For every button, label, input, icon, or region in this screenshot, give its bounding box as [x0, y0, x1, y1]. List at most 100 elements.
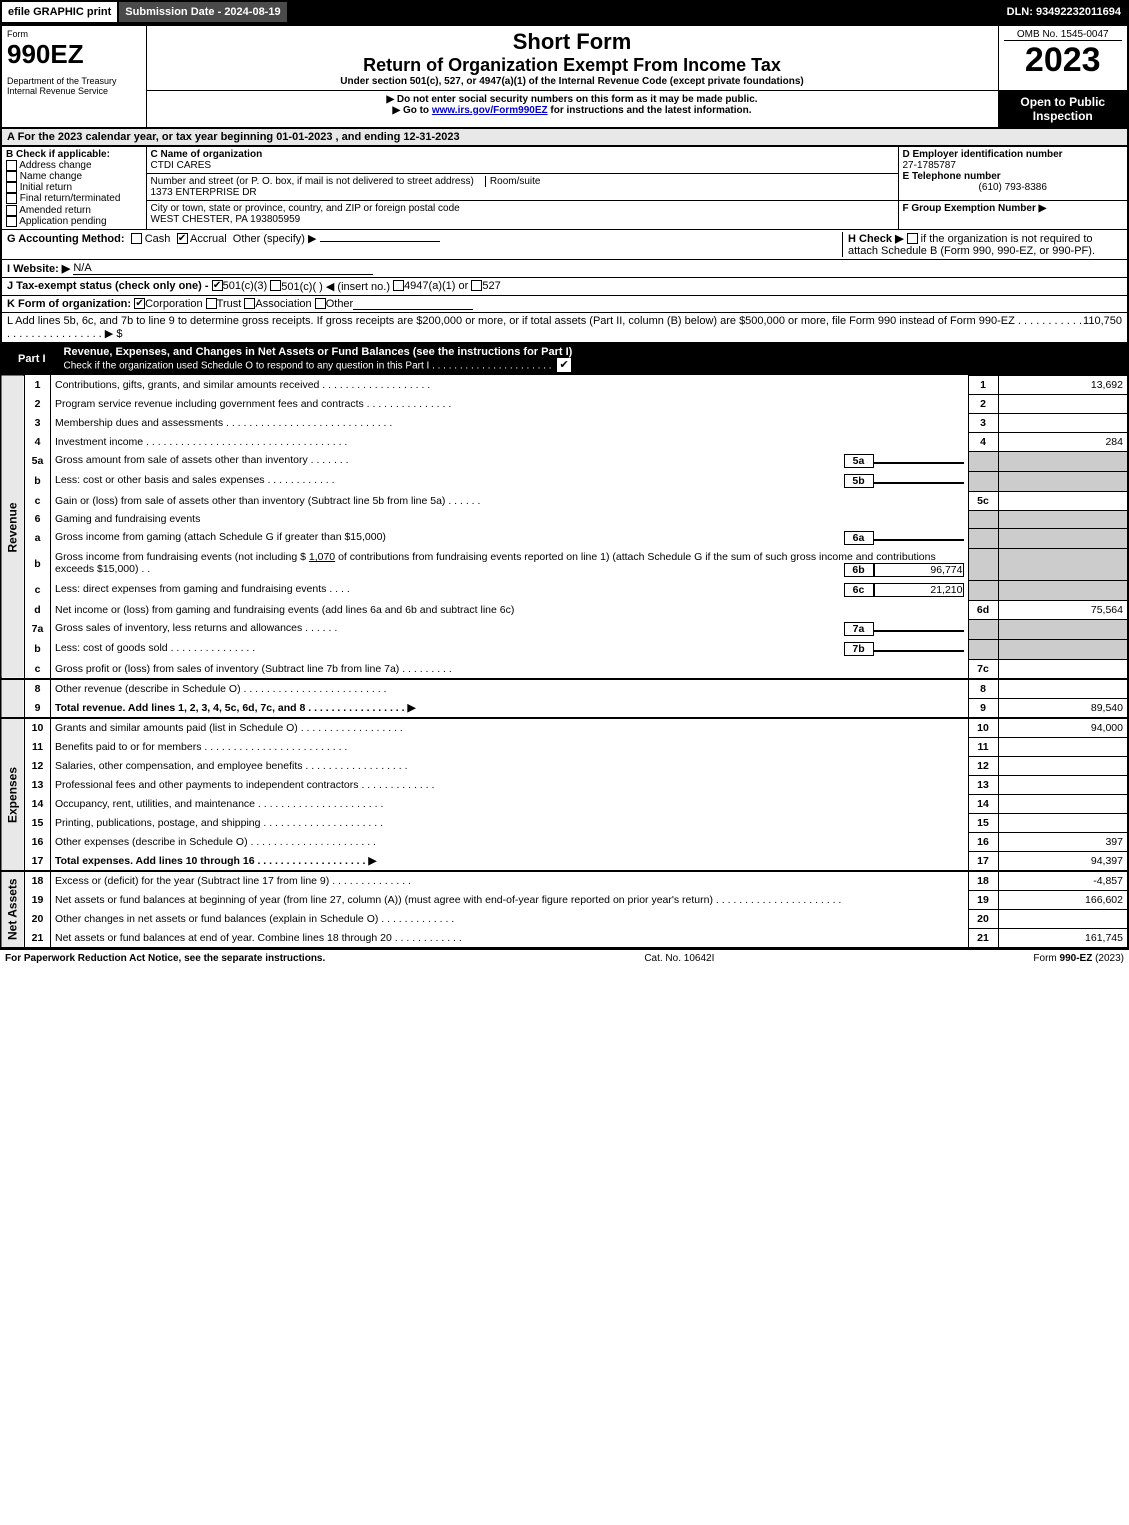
line7c-rn: 7c — [968, 659, 998, 679]
line8-num: 8 — [25, 679, 51, 699]
line5b-iv — [874, 482, 964, 484]
k-opt-2: Association — [255, 298, 311, 310]
org-name: CTDI CARES — [151, 160, 212, 171]
address-change-cb[interactable] — [6, 160, 17, 171]
footer-right-pre: Form — [1033, 953, 1059, 964]
line1-text: Contributions, gifts, grants, and simila… — [51, 375, 969, 394]
c-label: C Name of organization — [151, 149, 263, 160]
final-return-cb[interactable] — [6, 193, 17, 204]
line17-val: 94,397 — [998, 851, 1128, 871]
line5a-iv — [874, 462, 964, 464]
line6d-text: Net income or (loss) from gaming and fun… — [51, 600, 969, 619]
dept-label: Department of the Treasury — [7, 76, 141, 86]
line6d-num: d — [25, 600, 51, 619]
line19-val: 166,602 — [998, 890, 1128, 909]
irs-label: Internal Revenue Service — [7, 86, 141, 96]
k-opt-0: Corporation — [145, 298, 202, 310]
submission-date: Submission Date - 2024-08-19 — [119, 2, 288, 22]
line13-num: 13 — [25, 775, 51, 794]
line7a-text: Gross sales of inventory, less returns a… — [55, 622, 337, 634]
line8-rn: 8 — [968, 679, 998, 699]
line18-text: Excess or (deficit) for the year (Subtra… — [51, 871, 969, 891]
section-g-h: G Accounting Method: Cash ✔ Accrual Othe… — [0, 230, 1129, 260]
line13-val — [998, 775, 1128, 794]
goto-pre: ▶ Go to — [392, 105, 431, 116]
name-change-cb[interactable] — [6, 171, 17, 182]
line6b-iv: 96,774 — [874, 563, 964, 577]
line6d-val: 75,564 — [998, 600, 1128, 619]
line10-val: 94,000 — [998, 718, 1128, 738]
line6-num: 6 — [25, 510, 51, 528]
line20-rn: 20 — [968, 909, 998, 928]
page-footer: For Paperwork Reduction Act Notice, see … — [0, 949, 1129, 967]
line9-text: Total revenue. Add lines 1, 2, 3, 4, 5c,… — [55, 702, 416, 714]
amended-return-cb[interactable] — [6, 205, 17, 216]
line11-val — [998, 737, 1128, 756]
line15-rn: 15 — [968, 813, 998, 832]
section-k: K Form of organization: ✔ Corporation Tr… — [0, 296, 1129, 313]
irs-link[interactable]: www.irs.gov/Form990EZ — [432, 105, 548, 116]
expenses-side-label: Expenses — [1, 718, 25, 871]
goto-post: for instructions and the latest informat… — [548, 105, 752, 116]
ein-value: 27-1785787 — [903, 160, 956, 171]
section-j: J Tax-exempt status (check only one) - ✔… — [0, 278, 1129, 296]
phone-value: (610) 793-8386 — [903, 182, 1124, 193]
short-form-title: Short Form — [152, 29, 993, 55]
f-label: F Group Exemption Number ▶ — [903, 203, 1047, 214]
j-opt-0: 501(c)(3) — [223, 280, 268, 293]
line17-num: 17 — [25, 851, 51, 871]
line5a-in: 5a — [844, 454, 874, 468]
line2-text: Program service revenue including govern… — [51, 394, 969, 413]
j-527-cb[interactable] — [471, 280, 482, 291]
line4-num: 4 — [25, 432, 51, 451]
section-a: A For the 2023 calendar year, or tax yea… — [0, 129, 1129, 146]
k-other-cb[interactable] — [315, 298, 326, 309]
line6a-text: Gross income from gaming (attach Schedul… — [55, 531, 386, 543]
line15-num: 15 — [25, 813, 51, 832]
line6b-num: b — [25, 548, 51, 580]
part1-checkbox[interactable]: ✔ — [557, 358, 571, 372]
netassets-side-label: Net Assets — [1, 871, 25, 948]
line20-text: Other changes in net assets or fund bala… — [51, 909, 969, 928]
line7c-text: Gross profit or (loss) from sales of inv… — [51, 659, 969, 679]
j-501c3-cb[interactable]: ✔ — [212, 280, 223, 291]
application-pending-cb[interactable] — [6, 216, 17, 227]
line8-text: Other revenue (describe in Schedule O) .… — [51, 679, 969, 699]
street-label: Number and street (or P. O. box, if mail… — [151, 176, 474, 187]
line6a-iv — [874, 539, 964, 541]
j-4947-cb[interactable] — [393, 280, 404, 291]
k-label: K Form of organization: — [7, 298, 131, 310]
line21-val: 161,745 — [998, 928, 1128, 948]
b-opt-4: Amended return — [19, 205, 91, 216]
line18-rn: 18 — [968, 871, 998, 891]
e-label: E Telephone number — [903, 171, 1001, 182]
h-cb[interactable] — [907, 233, 918, 244]
line13-text: Professional fees and other payments to … — [51, 775, 969, 794]
line1-val: 13,692 — [998, 375, 1128, 394]
k-corp-cb[interactable]: ✔ — [134, 298, 145, 309]
h-label: H Check ▶ — [848, 233, 904, 245]
line12-val — [998, 756, 1128, 775]
line3-num: 3 — [25, 413, 51, 432]
revenue-side-cont — [1, 679, 25, 718]
line5c-text: Gain or (loss) from sale of assets other… — [51, 491, 969, 510]
initial-return-cb[interactable] — [6, 182, 17, 193]
line1-num: 1 — [25, 375, 51, 394]
line14-val — [998, 794, 1128, 813]
line11-text: Benefits paid to or for members . . . . … — [51, 737, 969, 756]
k-assoc-cb[interactable] — [244, 298, 255, 309]
cash-cb[interactable] — [131, 233, 142, 244]
open-to-public: Open to Public Inspection — [999, 91, 1128, 127]
k-trust-cb[interactable] — [206, 298, 217, 309]
line12-text: Salaries, other compensation, and employ… — [51, 756, 969, 775]
line16-rn: 16 — [968, 832, 998, 851]
b-opt-0: Address change — [19, 160, 91, 171]
footer-right-post: (2023) — [1092, 953, 1124, 964]
city-label: City or town, state or province, country… — [151, 203, 460, 214]
accrual-cb[interactable]: ✔ — [177, 233, 188, 244]
line2-rn: 2 — [968, 394, 998, 413]
line12-num: 12 — [25, 756, 51, 775]
efile-label[interactable]: efile GRAPHIC print — [2, 2, 119, 22]
line6-text: Gaming and fundraising events — [51, 510, 969, 528]
j-501c-cb[interactable] — [270, 280, 281, 291]
